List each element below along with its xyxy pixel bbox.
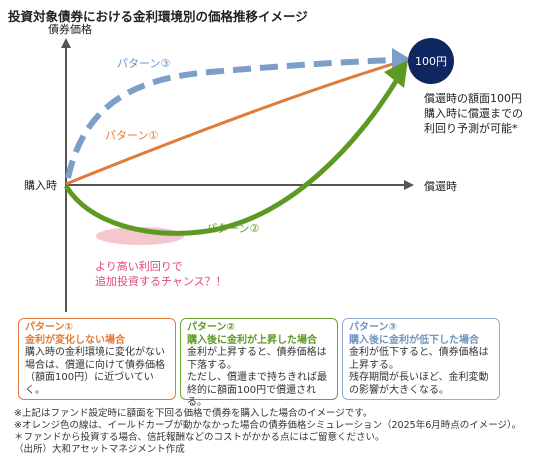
pattern3-box-heading: 購入後に金利が低下した場合 [349,334,479,346]
pattern2-box-body: 金利が上昇すると、債券価格は 下落する。 ただし、償還まで持ちきれば最 終的に額… [187,347,327,408]
footnotes: ※上記はファンド設定時に額面を下回る価格で債券を購入した場合のイメージです。 ※… [14,408,521,456]
pattern1-line [65,58,407,186]
pattern2-box-heading: 購入後に金利が上昇した場合 [187,334,317,346]
chance-note: より高い利回りで 追加投資するチャンス？！ [95,259,227,289]
pattern3-box: パターン③ 購入後に金利が低下した場合 金利が低下すると、債券価格は 上昇する。… [342,318,500,400]
purchase-time-label: 購入時 [24,179,57,192]
pattern2-line [63,76,401,236]
pattern3-line [65,57,397,179]
chance-note-line: 追加投資するチャンス？！ [95,275,227,288]
redemption-note-line: 購入時に償還までの [424,107,523,120]
pattern1-label: パターン① [105,129,159,142]
footnote-source: （出所）大和アセットマネジメント作成 [14,444,185,455]
pattern1-box-heading: 金利が変化しない場合 [25,334,125,346]
pattern2-arrowhead [384,60,408,88]
pattern2-box-tag: パターン② [187,322,235,333]
chance-note-line: より高い利回りで [95,260,183,273]
pattern1-box-body: 購入時の金利環境に変化がない 場合は、償還に向けて債券価格 （額面100円）に近… [25,347,165,396]
pattern3-box-body: 金利が低下すると、債券価格は 上昇する。 残存期間が長いほど、金利変動 の影響が… [349,347,489,396]
redemption-time-label: 償還時 [424,180,457,193]
page-title: 投資対象債券における金利環境別の価格推移イメージ [8,9,308,24]
footnote: ＊ファンドから投資する場合、信託報酬などのコストがかかる点にはご留意ください。 [14,432,385,443]
pattern2-label: パターン② [206,222,260,235]
y-axis-label: 債券価格 [48,23,92,36]
pattern2-box: パターン② 購入後に金利が上昇した場合 金利が上昇すると、債券価格は 下落する。… [180,318,338,408]
redemption-note: 償還時の額面100円 購入時に償還までの 利回り予測が可能* [424,91,523,136]
pattern1-box: パターン① 金利が変化しない場合 購入時の金利環境に変化がない 場合は、償還に向… [18,318,176,400]
pattern1-box-tag: パターン① [25,322,73,333]
redemption-note-line: 利回り予測が可能* [424,122,518,135]
footnote: ※オレンジ色の線は、イールドカーブが動かなかった場合の債券価格シミュレーション（… [14,420,522,431]
redemption-note-line: 償還時の額面100円 [424,92,522,105]
face-value-badge: 100円 [408,38,454,84]
footnote: ※上記はファンド設定時に額面を下回る価格で債券を購入した場合のイメージです。 [14,408,373,419]
pattern3-label: パターン③ [117,57,171,70]
pattern3-box-tag: パターン③ [349,322,397,333]
